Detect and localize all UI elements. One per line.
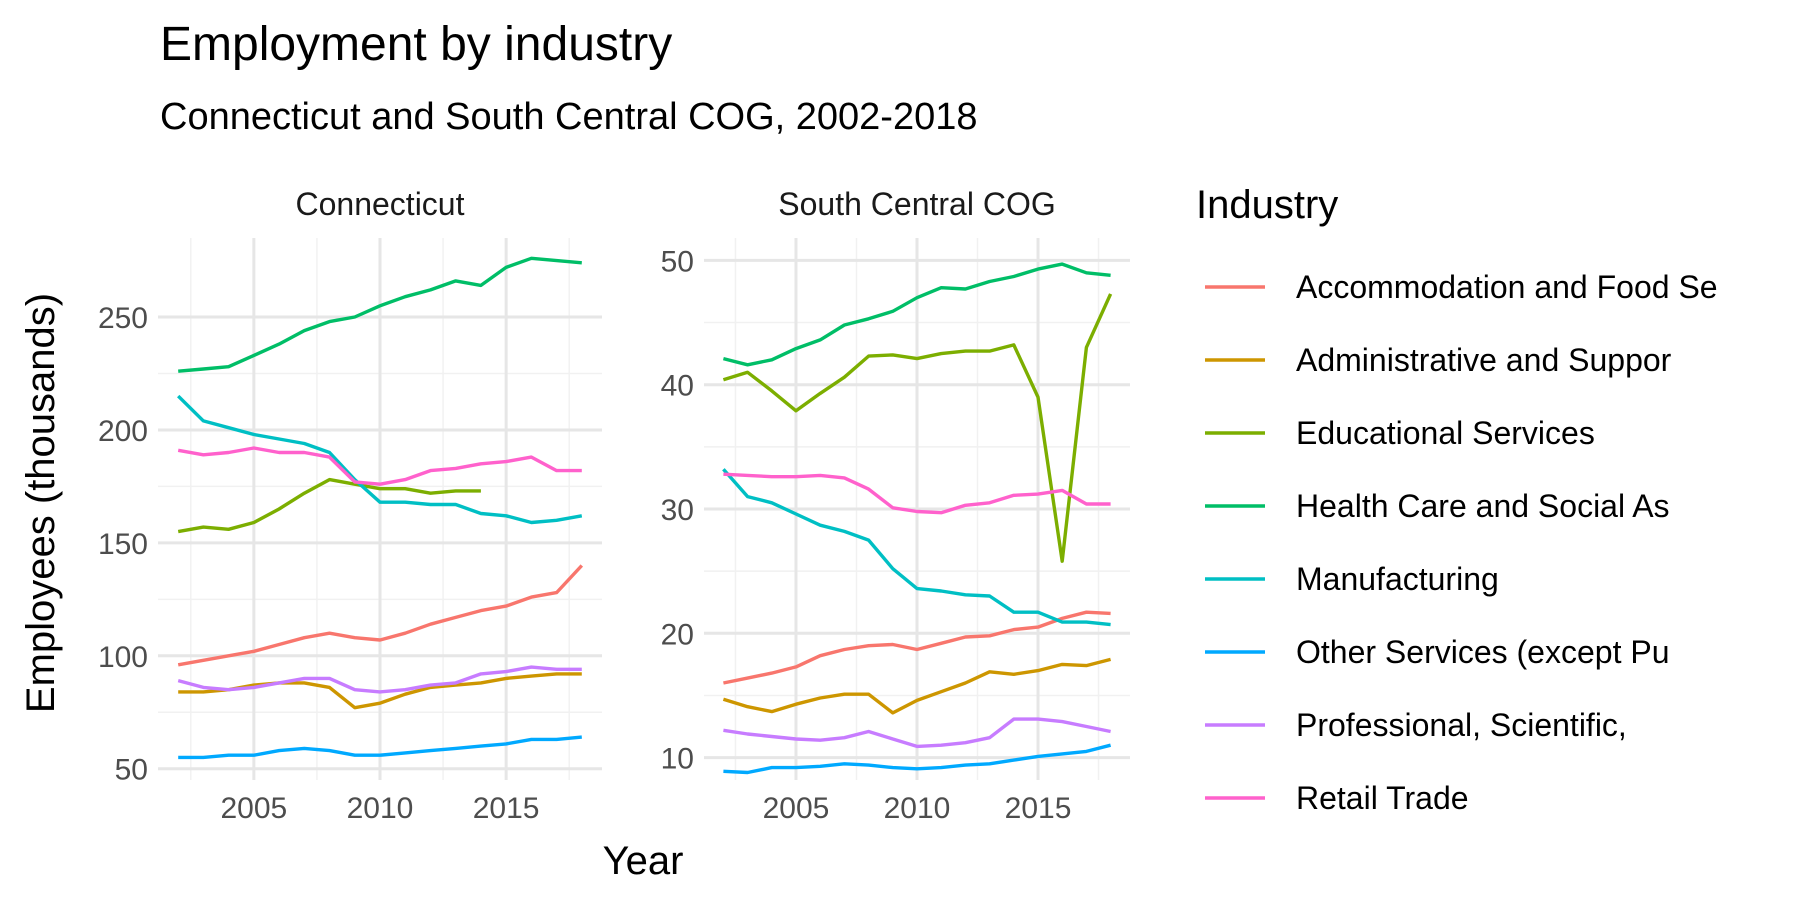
- legend-label: Other Services (except Pu: [1296, 634, 1669, 670]
- legend-item: Educational Services: [1205, 415, 1595, 451]
- y-axis-title: Employees (thousands): [19, 293, 63, 713]
- series-line: [722, 262, 1111, 367]
- y-tick-label: 30: [661, 494, 694, 527]
- series-line: [177, 477, 481, 534]
- legend-label: Retail Trade: [1296, 780, 1469, 816]
- y-tick-label: 50: [115, 754, 148, 787]
- x-tick-label: 2005: [220, 792, 287, 825]
- legend-label: Manufacturing: [1296, 561, 1499, 597]
- series-line: [723, 743, 1112, 775]
- legend-label: Administrative and Suppor: [1296, 342, 1672, 378]
- y-tick-label: 50: [661, 245, 694, 278]
- series-line: [177, 665, 582, 694]
- series-line: [722, 293, 1113, 563]
- series-line: [178, 256, 582, 373]
- series-line: [723, 610, 1111, 685]
- series-line: [723, 472, 1111, 515]
- legend-item: Manufacturing: [1205, 561, 1499, 597]
- series-line: [722, 657, 1112, 715]
- panel-south-central-cog: 2005 2010 2015 10 20 30 40 50 South Central COG: [661, 186, 1130, 825]
- legend-title: Industry: [1196, 183, 1338, 227]
- legend-item: Professional, Scientific,: [1205, 707, 1627, 743]
- series-line: [177, 564, 584, 667]
- panel-title: Connecticut: [296, 186, 465, 222]
- y-tick-label: 250: [98, 302, 148, 335]
- series-line: [178, 735, 582, 760]
- series-line: [177, 394, 583, 525]
- x-tick-label: 2015: [473, 792, 540, 825]
- chart-title: Employment by industry: [160, 18, 672, 71]
- facet-panels: 2005 2010 201550100150200250Connecticut200…: [98, 186, 1130, 825]
- x-tick-label: 2015: [1005, 792, 1072, 825]
- legend: Accommodation and Food Se Administrative …: [1205, 269, 1718, 816]
- series-line: [177, 446, 582, 486]
- legend-item: Administrative and Suppor: [1205, 342, 1672, 378]
- x-tick-label: 2010: [347, 792, 414, 825]
- legend-label: Professional, Scientific,: [1296, 707, 1627, 743]
- legend-label: Educational Services: [1296, 415, 1595, 451]
- chart-subtitle: Connecticut and South Central COG, 2002-…: [160, 96, 978, 138]
- y-tick-label: 150: [98, 528, 148, 561]
- panel-title: South Central COG: [778, 186, 1055, 222]
- panel-connecticut: 2005 2010 2015 50 100 150 200 250 Connecticut: [98, 186, 602, 825]
- x-tick-label: 2005: [763, 792, 830, 825]
- series-line: [722, 468, 1111, 627]
- legend-item: Health Care and Social As: [1205, 488, 1670, 524]
- x-tick-label: 2010: [884, 792, 951, 825]
- legend-item: Other Services (except Pu: [1205, 634, 1669, 670]
- series-line: [723, 717, 1111, 749]
- y-tick-label: 100: [98, 641, 148, 674]
- y-tick-label: 20: [661, 618, 694, 651]
- legend-label: Accommodation and Food Se: [1296, 269, 1718, 305]
- legend-item: Accommodation and Food Se: [1205, 269, 1718, 305]
- y-tick-label: 10: [661, 743, 694, 776]
- legend-label: Health Care and Social As: [1296, 488, 1670, 524]
- x-axis-title: Year: [603, 839, 684, 883]
- y-tick-label: 200: [98, 415, 148, 448]
- legend-item: Retail Trade: [1205, 780, 1469, 816]
- y-tick-label: 40: [661, 370, 694, 403]
